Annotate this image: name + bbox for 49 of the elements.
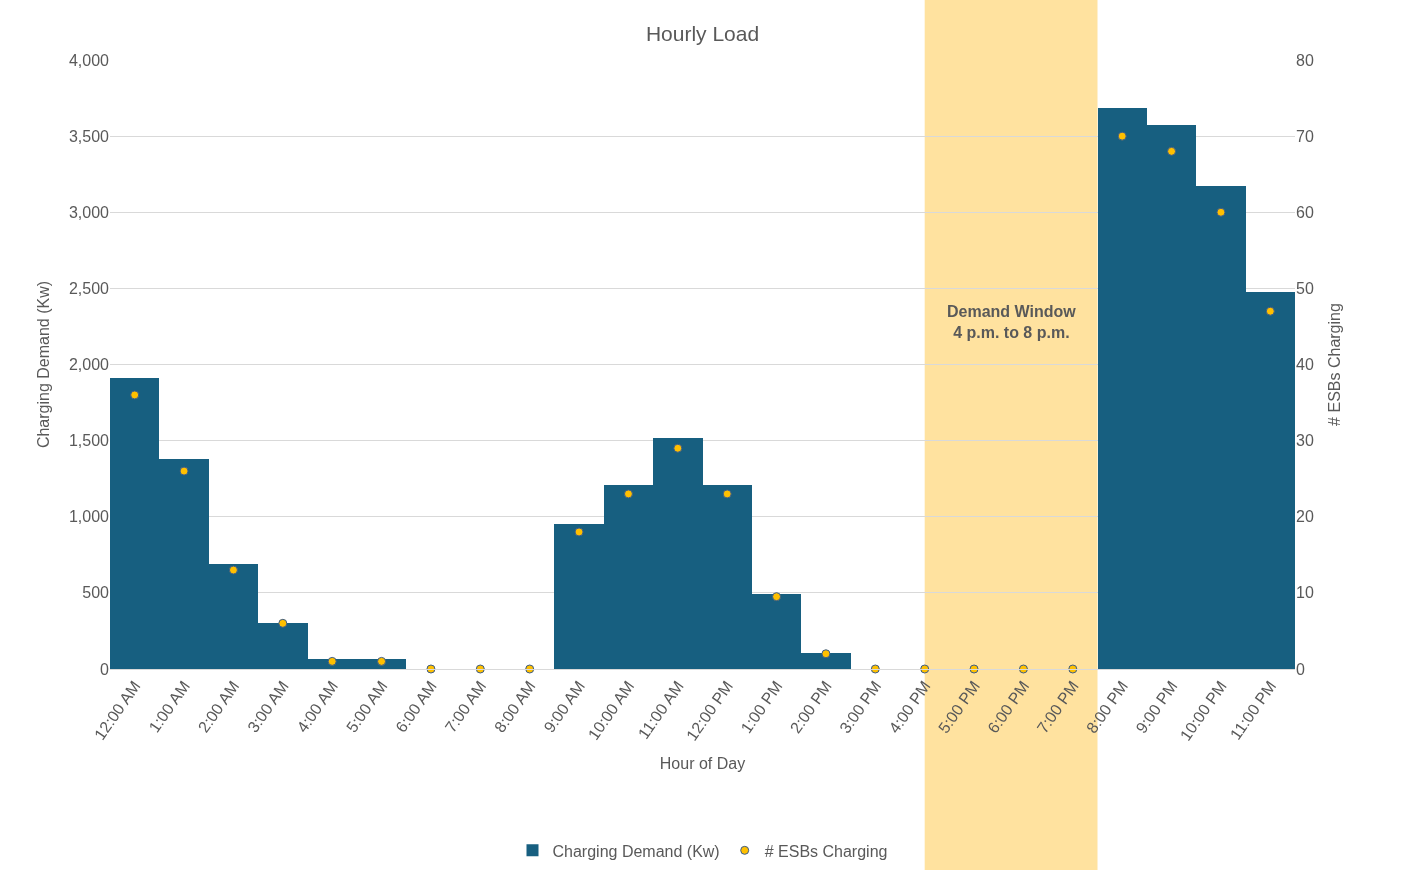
y-axis-title: Charging Demand (Kw) [34,280,52,449]
point [772,592,782,602]
point [623,489,633,499]
y2-tick-label: 0 [1296,660,1305,678]
band-label: Demand Window 4 p.m. to 8 p.m. [947,303,1077,341]
y2-tick-label: 20 [1296,508,1314,526]
y-tick-label: 3,000 [68,203,110,221]
y-tick-label: 1,500 [68,432,110,450]
y-tick-label: 1,000 [68,508,110,526]
point [525,664,535,674]
legend-label: # ESBs Charging [764,842,888,860]
point [228,565,238,575]
point [278,618,288,628]
y2-tick-label: 40 [1296,356,1314,374]
point [574,527,584,537]
y-tick-label: 2,000 [68,356,110,374]
chart-title: Hourly Load [645,22,760,46]
y2-axis-title: # ESBs Charging [1325,303,1343,426]
point [377,656,387,666]
y-tick-label: 500 [82,584,110,602]
x-axis-title: Hour of Day [659,755,746,773]
point [969,664,979,674]
point [475,664,485,674]
point [426,664,436,674]
point [1167,146,1177,156]
point [1068,664,1078,674]
point [920,664,930,674]
x-tick-label: 7:00 PM [1033,677,1082,737]
y2-tick-label: 70 [1296,127,1314,145]
y-tick-label: 4,000 [68,51,110,69]
y-tick-label: 3,500 [68,127,110,145]
y-tick-label: 0 [100,660,110,678]
point [327,656,337,666]
point [1265,306,1275,316]
point [130,390,140,400]
point [179,466,189,476]
y-tick-label: 2,500 [68,279,110,297]
point [1216,207,1226,217]
y2-tick-label: 10 [1296,584,1314,602]
legend-label: Charging Demand (Kw) [552,842,720,860]
point [870,664,880,674]
point [673,443,683,453]
y2-tick-label: 60 [1296,203,1314,221]
point [722,489,732,499]
point [1117,131,1127,141]
y2-tick-label: 80 [1296,51,1314,69]
y2-tick-label: 30 [1296,432,1314,450]
y2-tick-label: 50 [1296,279,1314,297]
point [821,649,831,659]
